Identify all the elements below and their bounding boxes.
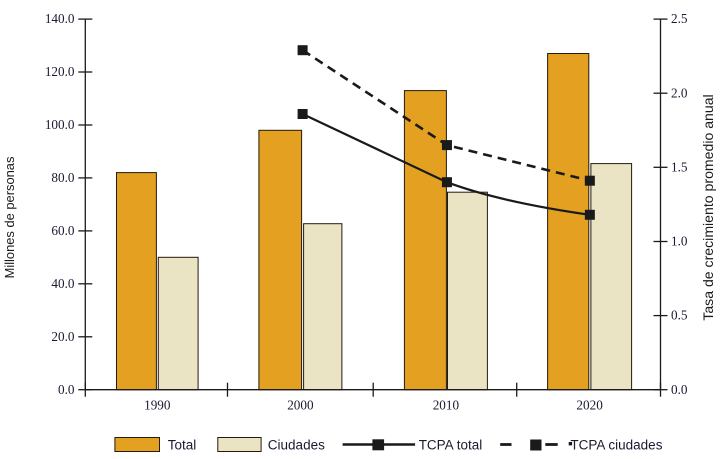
svg-text:TCPA ciudades: TCPA ciudades xyxy=(570,438,662,453)
svg-text:1.5: 1.5 xyxy=(671,159,688,174)
svg-text:2020: 2020 xyxy=(576,398,603,413)
svg-text:0.0: 0.0 xyxy=(671,382,688,397)
svg-text:60.0: 60.0 xyxy=(51,223,74,238)
svg-text:2000: 2000 xyxy=(287,398,314,413)
svg-text:100.0: 100.0 xyxy=(45,117,75,132)
svg-text:120.0: 120.0 xyxy=(45,64,75,79)
svg-text:Millones de personas: Millones de personas xyxy=(2,157,17,279)
svg-text:Total: Total xyxy=(168,438,197,453)
svg-text:0.0: 0.0 xyxy=(58,382,75,397)
svg-text:2.5: 2.5 xyxy=(671,11,688,26)
svg-text:140.0: 140.0 xyxy=(45,11,75,26)
svg-text:Ciudades: Ciudades xyxy=(268,438,325,453)
svg-text:2010: 2010 xyxy=(433,398,460,413)
svg-text:2.0: 2.0 xyxy=(671,85,688,100)
svg-text:40.0: 40.0 xyxy=(51,276,74,291)
svg-text:TCPA total: TCPA total xyxy=(419,438,483,453)
svg-text:20.0: 20.0 xyxy=(51,329,74,344)
svg-text:Tasa de crecimiento promedio a: Tasa de crecimiento promedio anual xyxy=(700,94,716,320)
svg-text:1.0: 1.0 xyxy=(671,234,688,249)
svg-text:80.0: 80.0 xyxy=(51,170,74,185)
svg-text:0.5: 0.5 xyxy=(671,308,688,323)
svg-text:1990: 1990 xyxy=(144,398,171,413)
